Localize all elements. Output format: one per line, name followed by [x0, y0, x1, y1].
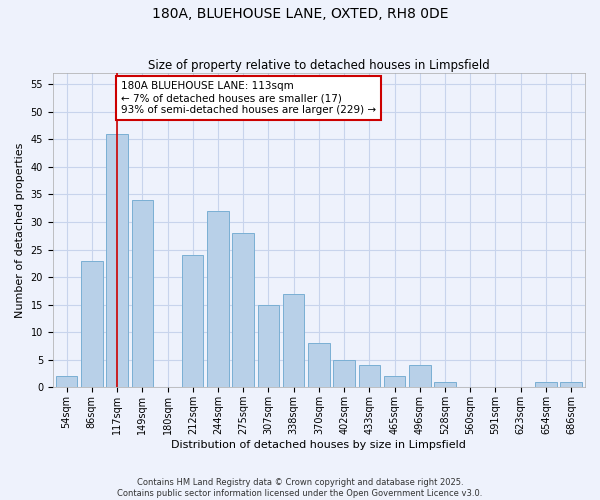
Bar: [232, 233, 254, 388]
X-axis label: Distribution of detached houses by size in Limpsfield: Distribution of detached houses by size …: [172, 440, 466, 450]
Bar: [434, 382, 456, 388]
Bar: [359, 366, 380, 388]
Bar: [131, 200, 153, 388]
Bar: [106, 134, 128, 388]
Bar: [409, 366, 431, 388]
Bar: [56, 376, 77, 388]
Bar: [207, 211, 229, 388]
Bar: [81, 260, 103, 388]
Bar: [308, 343, 329, 388]
Text: 180A BLUEHOUSE LANE: 113sqm
← 7% of detached houses are smaller (17)
93% of semi: 180A BLUEHOUSE LANE: 113sqm ← 7% of deta…: [121, 82, 376, 114]
Bar: [258, 304, 279, 388]
Title: Size of property relative to detached houses in Limpsfield: Size of property relative to detached ho…: [148, 59, 490, 72]
Text: 180A, BLUEHOUSE LANE, OXTED, RH8 0DE: 180A, BLUEHOUSE LANE, OXTED, RH8 0DE: [152, 8, 448, 22]
Bar: [560, 382, 582, 388]
Bar: [535, 382, 557, 388]
Bar: [182, 255, 203, 388]
Y-axis label: Number of detached properties: Number of detached properties: [15, 142, 25, 318]
Bar: [384, 376, 405, 388]
Text: Contains HM Land Registry data © Crown copyright and database right 2025.
Contai: Contains HM Land Registry data © Crown c…: [118, 478, 482, 498]
Bar: [334, 360, 355, 388]
Bar: [283, 294, 304, 388]
